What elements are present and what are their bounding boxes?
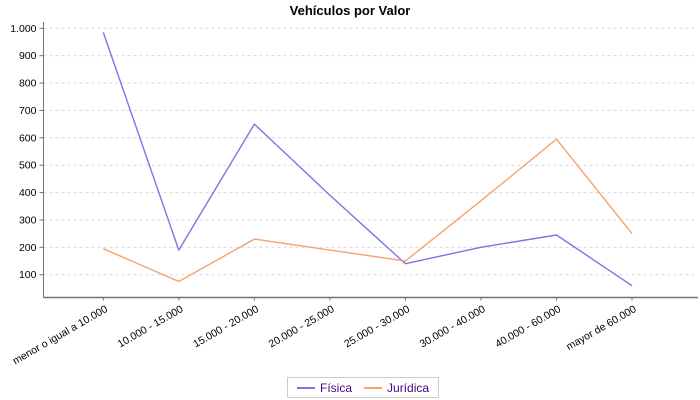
y-tick-label: 800 <box>19 78 37 90</box>
legend-item-juridica: Jurídica <box>364 381 429 395</box>
legend-label-juridica: Jurídica <box>387 380 430 395</box>
y-tick-label: 600 <box>19 132 37 144</box>
x-category-label: 30.000 - 40.000 <box>418 303 488 350</box>
x-category-label: 15.000 - 20.000 <box>191 303 261 350</box>
y-tick-label: 400 <box>19 187 37 199</box>
x-category-label: 25.000 - 30.000 <box>342 303 412 350</box>
y-tick-label: 300 <box>19 214 37 226</box>
chart-title: Vehículos por Valor <box>289 3 411 18</box>
juridica-line-swatch <box>364 386 383 389</box>
legend-label-fisica: Física <box>320 380 353 395</box>
x-category-label: 10.000 - 15.000 <box>116 303 186 350</box>
y-tick-label: 100 <box>19 269 37 281</box>
series-line-fisica <box>102 32 633 287</box>
legend: Física Jurídica <box>287 377 440 398</box>
x-category-label: mayor de 60.000 <box>564 303 638 353</box>
y-tick-label: 700 <box>19 105 37 117</box>
x-category-label: 40.000 - 60.000 <box>493 303 563 350</box>
y-tick-label: 900 <box>19 50 37 62</box>
legend-item-fisica: Física <box>297 381 352 395</box>
fisica-line-swatch <box>297 386 315 389</box>
x-category-label: menor o igual a 10.000 <box>11 303 110 367</box>
series-line-juridica <box>103 138 633 283</box>
y-tick-label: 1.000 <box>10 23 36 35</box>
y-tick-label: 500 <box>19 160 37 172</box>
x-category-label: 20.000 - 25.000 <box>267 303 337 350</box>
y-tick-label: 200 <box>19 242 37 254</box>
